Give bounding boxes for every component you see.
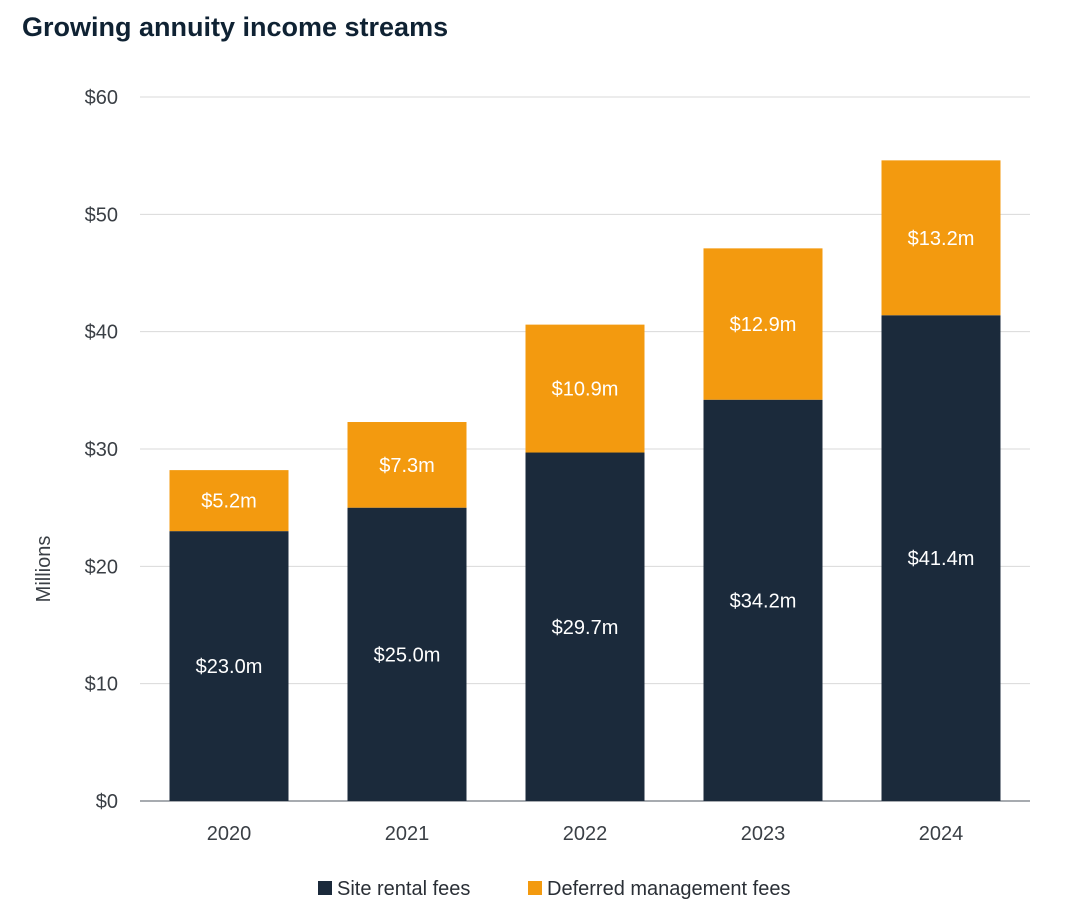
y-tick-label: $40	[85, 322, 118, 344]
data-label: $29.7m	[552, 617, 619, 639]
data-label: $23.0m	[196, 656, 263, 678]
x-tick-label: 2023	[741, 823, 786, 845]
bar-deferred-mgmt-2021	[347, 422, 467, 508]
legend-label: Deferred management fees	[547, 878, 790, 900]
data-label: $13.2m	[908, 228, 975, 250]
x-tick-label: 2020	[207, 823, 252, 845]
bar-deferred-mgmt-2024	[881, 160, 1001, 316]
y-tick-label: $30	[85, 439, 118, 461]
y-tick-label: $0	[96, 791, 118, 813]
bar-site-rental-2022	[525, 452, 645, 801]
legend-swatch	[318, 881, 332, 895]
bar-deferred-mgmt-2020	[169, 470, 289, 532]
data-label: $34.2m	[730, 590, 797, 612]
bar-site-rental-2024	[881, 315, 1001, 801]
y-tick-label: $20	[85, 556, 118, 578]
legend-swatch	[528, 881, 542, 895]
x-tick-label: 2024	[919, 823, 964, 845]
data-label: $25.0m	[374, 644, 441, 666]
y-tick-label: $60	[85, 87, 118, 109]
data-label: $10.9m	[552, 379, 619, 401]
x-tick-label: 2022	[563, 823, 608, 845]
y-axis-label: Millions	[33, 536, 55, 603]
chart-title: Growing annuity income streams	[22, 12, 449, 42]
bar-deferred-mgmt-2022	[525, 324, 645, 453]
data-label: $7.3m	[379, 455, 435, 477]
x-tick-label: 2021	[385, 823, 430, 845]
data-label: $12.9m	[730, 314, 797, 336]
bar-deferred-mgmt-2023	[703, 248, 823, 400]
legend-label: Site rental fees	[337, 878, 470, 900]
bar-site-rental-2021	[347, 507, 467, 801]
y-tick-label: $50	[85, 204, 118, 226]
bar-site-rental-2023	[703, 399, 823, 801]
bar-site-rental-2020	[169, 531, 289, 801]
data-label: $5.2m	[201, 491, 257, 513]
data-label: $41.4m	[908, 548, 975, 570]
y-tick-label: $10	[85, 674, 118, 696]
